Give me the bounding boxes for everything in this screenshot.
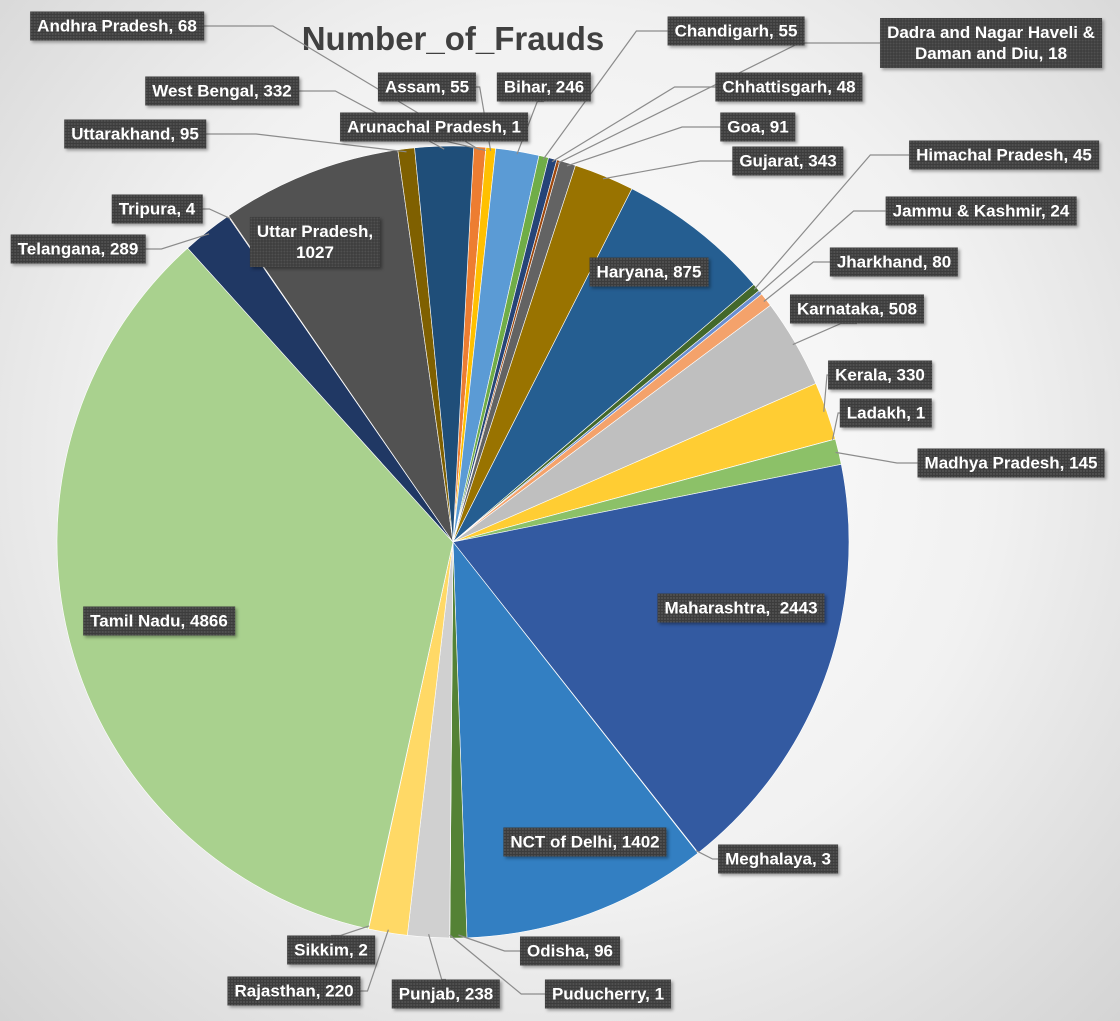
leader-line-meghalaya	[695, 850, 718, 860]
pie-slice-maharashtra	[452, 463, 850, 854]
data-label-text: Karnataka, 508	[796, 299, 918, 319]
data-label-meghalaya: Meghalaya, 3	[718, 844, 838, 874]
data-label-text: West Bengal, 332	[152, 81, 292, 101]
pie-slice-tamil-nadu	[56, 247, 454, 930]
data-label-chandigarh: Chandigarh, 55	[667, 16, 805, 46]
leader-line-andhra-pradesh	[204, 25, 480, 151]
leader-line-karnataka	[792, 322, 857, 346]
data-label-west-bengal: West Bengal, 332	[145, 76, 299, 106]
data-label-text: Uttarakhand, 95	[71, 124, 199, 144]
data-label-text: Ladakh, 1	[846, 403, 926, 423]
leader-line-gujarat	[602, 160, 733, 180]
leader-line-madhya-pradesh	[835, 451, 918, 464]
leader-line-punjab	[428, 934, 446, 981]
leader-line-himachal-pradesh	[753, 154, 909, 290]
leader-line-sikkim	[331, 925, 370, 937]
data-label-text: Tripura, 4	[118, 199, 196, 219]
data-label-text: Bihar, 246	[503, 77, 585, 97]
leader-line-uttarakhand	[206, 133, 407, 153]
leader-line-chhattisgarh	[551, 86, 716, 163]
data-label-text: Maharashtra, 2443	[664, 598, 818, 618]
data-label-text: NCT of Delhi, 1402	[510, 832, 660, 852]
data-label-haryana: Haryana, 875	[589, 257, 709, 287]
data-label-bihar: Bihar, 246	[496, 72, 592, 102]
data-label-text: Haryana, 875	[596, 262, 702, 282]
data-label-text: Himachal Pradesh, 45	[916, 145, 1092, 165]
data-label-telangana: Telangana, 289	[10, 234, 146, 264]
data-label-text: Chandigarh, 55	[674, 21, 798, 41]
chart-title: Number_of_Frauds	[301, 20, 605, 57]
data-label-text: Madhya Pradesh, 145	[924, 453, 1098, 473]
data-label-arunachal-pradesh: Arunachal Pradesh, 1	[340, 112, 528, 142]
pie-slices	[56, 145, 850, 939]
leader-line-kerala	[823, 374, 828, 412]
leader-line-telangana	[145, 233, 210, 250]
leader-line-chandigarh	[542, 30, 668, 160]
data-label-text: Jharkhand, 80	[836, 252, 952, 272]
data-label-text: Puducherry, 1	[551, 984, 665, 1004]
data-label-himachal-pradesh: Himachal Pradesh, 45	[909, 140, 1099, 170]
data-label-nct-of-delhi: NCT of Delhi, 1402	[503, 827, 667, 857]
data-label-text: Tamil Nadu, 4866	[90, 611, 228, 631]
leader-line-dadra-and-nagar-haveli-and-daman-and-diu	[557, 42, 880, 164]
data-label-odisha: Odisha, 96	[520, 936, 620, 966]
data-label-text: Chhattisgarh, 48	[722, 77, 856, 97]
leader-line-jharkhand	[763, 261, 830, 302]
leader-line-odisha	[458, 934, 520, 952]
leader-line-tripura	[202, 208, 231, 219]
data-label-punjab: Punjab, 238	[391, 979, 501, 1009]
data-label-ladakh: Ladakh, 1	[839, 398, 933, 428]
data-label-andhra-pradesh: Andhra Pradesh, 68	[30, 11, 204, 41]
data-label-goa: Goa, 91	[720, 112, 796, 142]
data-label-chhattisgarh: Chhattisgarh, 48	[715, 72, 863, 102]
leader-line-rajasthan	[360, 929, 389, 992]
leader-line-goa	[566, 126, 721, 167]
data-label-tripura: Tripura, 4	[111, 194, 203, 224]
data-label-puducherry: Puducherry, 1	[544, 979, 672, 1009]
leader-line-jammu-and-kashmir	[757, 210, 886, 295]
data-label-text: Kerala, 330	[835, 365, 925, 385]
data-label-text: Jammu & Kashmir, 24	[892, 201, 1070, 221]
data-label-kerala: Kerala, 330	[828, 360, 932, 390]
data-label-gujarat: Gujarat, 343	[732, 146, 844, 176]
data-label-rajasthan: Rajasthan, 220	[227, 976, 361, 1006]
leader-line-ladakh	[831, 412, 840, 440]
data-label-text: Uttar Pradesh, 1027	[256, 222, 374, 262]
data-label-text: Telangana, 289	[17, 239, 139, 259]
data-label-text: Dadra and Nagar Haveli & Daman and Diu, …	[887, 23, 1095, 63]
data-label-jammu-and-kashmir: Jammu & Kashmir, 24	[885, 196, 1077, 226]
data-label-uttar-pradesh: Uttar Pradesh, 1027	[249, 217, 381, 267]
data-label-text: Andhra Pradesh, 68	[37, 16, 197, 36]
data-label-text: Goa, 91	[727, 117, 789, 137]
data-label-text: Meghalaya, 3	[725, 849, 831, 869]
data-label-tamil-nadu: Tamil Nadu, 4866	[83, 606, 235, 636]
leader-line-puducherry	[449, 934, 545, 995]
data-label-karnataka: Karnataka, 508	[789, 294, 925, 324]
data-label-dadra-and-nagar-haveli-and-daman-and-diu: Dadra and Nagar Haveli & Daman and Diu, …	[880, 18, 1102, 68]
data-label-sikkim: Sikkim, 2	[287, 935, 375, 965]
data-label-text: Odisha, 96	[527, 941, 613, 961]
data-label-assam: Assam, 55	[377, 72, 477, 102]
data-label-uttarakhand: Uttarakhand, 95	[64, 119, 206, 149]
leader-line-arunachal-pradesh	[434, 140, 486, 151]
data-label-text: Assam, 55	[384, 77, 470, 97]
data-label-jharkhand: Jharkhand, 80	[829, 247, 959, 277]
data-label-text: Arunachal Pradesh, 1	[347, 117, 521, 137]
data-label-maharashtra: Maharashtra, 2443	[657, 593, 825, 623]
data-label-text: Sikkim, 2	[294, 940, 368, 960]
data-label-madhya-pradesh: Madhya Pradesh, 145	[917, 448, 1105, 478]
data-label-text: Punjab, 238	[398, 984, 494, 1004]
data-label-text: Gujarat, 343	[739, 151, 837, 171]
data-label-text: Rajasthan, 220	[234, 981, 354, 1001]
